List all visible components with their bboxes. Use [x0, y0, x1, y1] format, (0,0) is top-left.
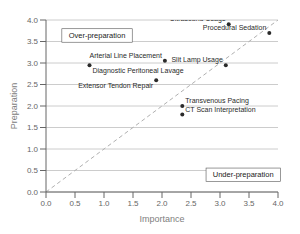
svg-text:0.0: 0.0 [27, 188, 39, 197]
svg-text:2.0: 2.0 [27, 102, 39, 111]
svg-text:3.5: 3.5 [243, 199, 255, 208]
svg-text:3.0: 3.0 [214, 199, 226, 208]
svg-text:1.5: 1.5 [27, 123, 39, 132]
svg-text:Importance: Importance [139, 214, 184, 224]
svg-text:Extensor Tendon Repair: Extensor Tendon Repair [78, 82, 154, 90]
svg-text:4.0: 4.0 [272, 199, 284, 208]
svg-text:2.5: 2.5 [185, 199, 197, 208]
svg-text:Preparation: Preparation [9, 83, 19, 130]
svg-text:Arterial Line Placement: Arterial Line Placement [90, 52, 162, 59]
svg-text:Slit Lamp Usage: Slit Lamp Usage [171, 56, 222, 64]
svg-text:4.0: 4.0 [27, 16, 39, 25]
svg-text:1.5: 1.5 [127, 199, 139, 208]
svg-text:Over-preparation: Over-preparation [69, 31, 126, 40]
svg-text:1.0: 1.0 [27, 145, 39, 154]
svg-text:Diagnostic Peritoneal Lavage: Diagnostic Peritoneal Lavage [93, 67, 184, 75]
svg-text:0.5: 0.5 [69, 199, 81, 208]
svg-text:Transvenous Pacing: Transvenous Pacing [185, 97, 249, 105]
svg-text:2.5: 2.5 [27, 80, 39, 89]
svg-text:3.5: 3.5 [27, 37, 39, 46]
svg-text:0.0: 0.0 [40, 199, 52, 208]
svg-text:Ultrasound Usage: Ultrasound Usage [170, 20, 226, 23]
svg-text:2.0: 2.0 [156, 199, 168, 208]
svg-text:CT Scan Interpretation: CT Scan Interpretation [185, 106, 255, 114]
svg-text:Under-preparation: Under-preparation [213, 170, 274, 179]
svg-text:Procedural Sedation: Procedural Sedation [203, 24, 267, 31]
svg-text:0.5: 0.5 [27, 166, 39, 175]
svg-text:3.0: 3.0 [27, 59, 39, 68]
svg-text:1.0: 1.0 [98, 199, 110, 208]
